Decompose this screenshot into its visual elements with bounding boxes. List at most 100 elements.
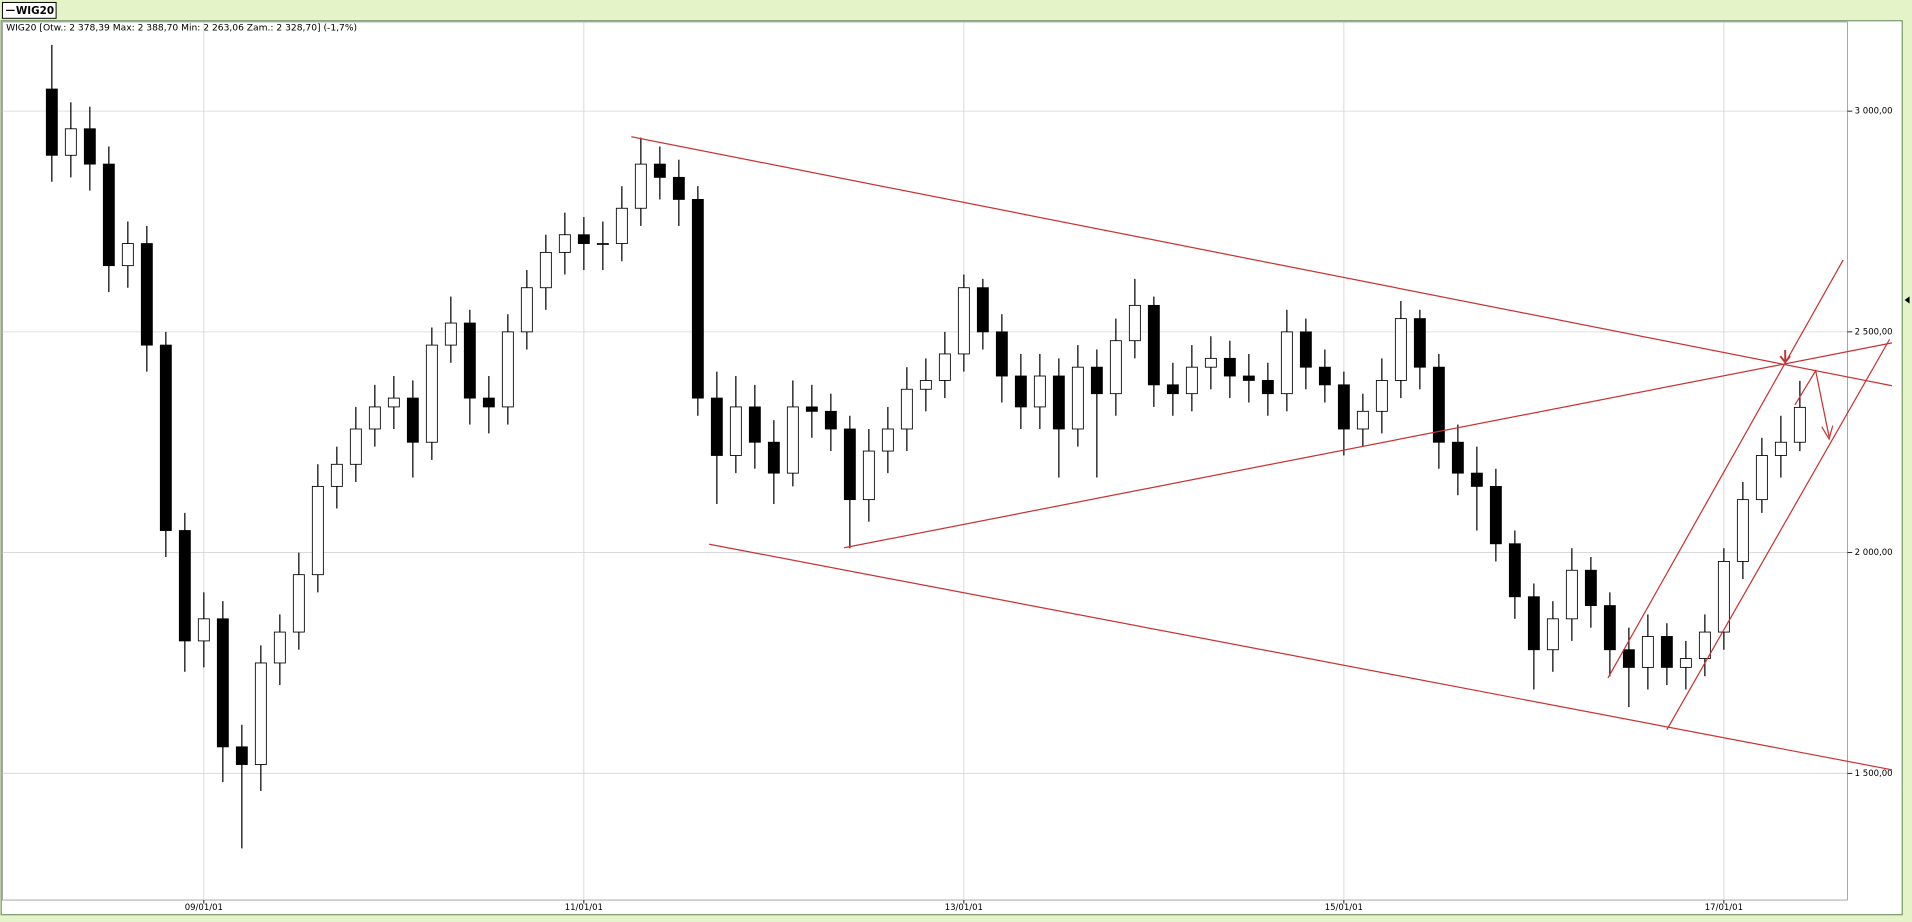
candle-body bbox=[1451, 441, 1464, 474]
x-tick-label: 11/01/01 bbox=[565, 903, 603, 913]
candle-body bbox=[1698, 631, 1711, 659]
candle-body bbox=[1489, 485, 1502, 545]
candle-body bbox=[976, 287, 989, 333]
candle-body bbox=[1128, 304, 1141, 342]
candle-body bbox=[1090, 366, 1103, 395]
candle-body bbox=[1622, 649, 1635, 668]
candle-body bbox=[577, 234, 590, 245]
candle-body bbox=[1109, 340, 1122, 395]
candle-body bbox=[1147, 304, 1160, 386]
candle-body bbox=[1223, 357, 1236, 377]
candle-body bbox=[1546, 618, 1559, 651]
candle-body bbox=[824, 410, 837, 430]
y-tick-label: 2 000,00 bbox=[1855, 548, 1893, 558]
candle-body bbox=[1508, 543, 1521, 598]
candle-body bbox=[1432, 366, 1445, 443]
candle-body bbox=[843, 428, 856, 501]
candle-body bbox=[463, 322, 476, 399]
candle-body bbox=[1052, 375, 1065, 430]
candle-body bbox=[83, 128, 96, 165]
candle-body bbox=[1774, 441, 1787, 456]
legend-label: WIG20 bbox=[16, 5, 54, 17]
chart-title: WIG20 [Otw.: 2 378,39 Max: 2 388,70 Min:… bbox=[6, 24, 357, 34]
candle-body bbox=[1413, 318, 1426, 368]
candle-body bbox=[691, 198, 704, 399]
candle-body bbox=[102, 163, 115, 267]
candle-body bbox=[1166, 384, 1179, 395]
trendlines bbox=[631, 136, 1893, 771]
candle-body bbox=[634, 163, 647, 209]
x-tick-label: 15/01/01 bbox=[1325, 903, 1363, 913]
x-tick-label: 09/01/01 bbox=[185, 903, 223, 913]
candle-body bbox=[805, 406, 818, 412]
trendline bbox=[631, 136, 1893, 387]
candle-body bbox=[957, 287, 970, 355]
candle-body bbox=[235, 746, 248, 765]
candle-body bbox=[64, 128, 77, 156]
projection-arrow bbox=[1794, 369, 1830, 437]
candle-body bbox=[121, 243, 134, 267]
candle-body bbox=[1603, 605, 1616, 651]
candle-body bbox=[1641, 636, 1654, 668]
annotations bbox=[1779, 350, 1834, 441]
candle-body bbox=[292, 574, 305, 633]
candle-body bbox=[596, 243, 609, 245]
x-tick-label: 17/01/01 bbox=[1705, 903, 1743, 913]
candle-body bbox=[501, 331, 514, 408]
candle-body bbox=[387, 397, 400, 408]
candle-body bbox=[995, 331, 1008, 377]
candle-body bbox=[1318, 366, 1331, 386]
candles bbox=[45, 44, 1806, 849]
candle-body bbox=[729, 406, 742, 456]
marker-head bbox=[1779, 355, 1791, 364]
candle-body bbox=[1299, 331, 1312, 368]
trendline bbox=[1666, 339, 1891, 730]
y-tick-label: 1 500,00 bbox=[1855, 769, 1893, 779]
candle-body bbox=[1204, 357, 1217, 368]
candle-body bbox=[539, 251, 552, 289]
candle-body bbox=[1261, 380, 1274, 395]
trendline bbox=[844, 342, 1893, 549]
candle-body bbox=[311, 485, 324, 576]
candle-body bbox=[254, 662, 267, 765]
trendline bbox=[1607, 259, 1844, 679]
candle-body bbox=[1717, 561, 1730, 633]
candle-body bbox=[45, 88, 58, 156]
candle-body bbox=[159, 344, 172, 531]
candle-body bbox=[1736, 499, 1749, 562]
candle-body bbox=[1793, 406, 1806, 443]
candle-body bbox=[1755, 455, 1768, 501]
plot-area bbox=[2, 21, 1848, 901]
y-tick-label: 2 500,00 bbox=[1855, 327, 1893, 337]
candle-body bbox=[558, 234, 571, 253]
candle-body bbox=[520, 287, 533, 333]
candle-body bbox=[330, 463, 343, 487]
candle-body bbox=[1071, 366, 1084, 430]
candle-body bbox=[178, 530, 191, 642]
candle-body bbox=[1470, 472, 1483, 487]
legend-box bbox=[1, 1, 57, 19]
candle-body bbox=[1242, 375, 1255, 381]
candle-body bbox=[748, 406, 761, 443]
candle-body bbox=[710, 397, 723, 456]
candle-body bbox=[482, 397, 495, 408]
candle-body bbox=[786, 406, 799, 474]
candle-body bbox=[273, 631, 286, 664]
candle-body bbox=[1660, 636, 1673, 668]
candle-body bbox=[1584, 569, 1597, 607]
candle-body bbox=[1280, 331, 1293, 395]
x-tick-label: 13/01/01 bbox=[945, 903, 983, 913]
candle-body bbox=[615, 207, 628, 245]
scroll-marker bbox=[1904, 296, 1910, 304]
y-tick-label: 3 000,00 bbox=[1855, 107, 1893, 117]
candle-body bbox=[672, 176, 685, 200]
candle-body bbox=[444, 322, 457, 346]
candle-body bbox=[425, 344, 438, 443]
candle-body bbox=[1679, 658, 1692, 668]
candle-body bbox=[140, 243, 153, 346]
candle-body bbox=[1565, 569, 1578, 620]
candle-body bbox=[1337, 384, 1350, 430]
candle-body bbox=[216, 618, 229, 748]
